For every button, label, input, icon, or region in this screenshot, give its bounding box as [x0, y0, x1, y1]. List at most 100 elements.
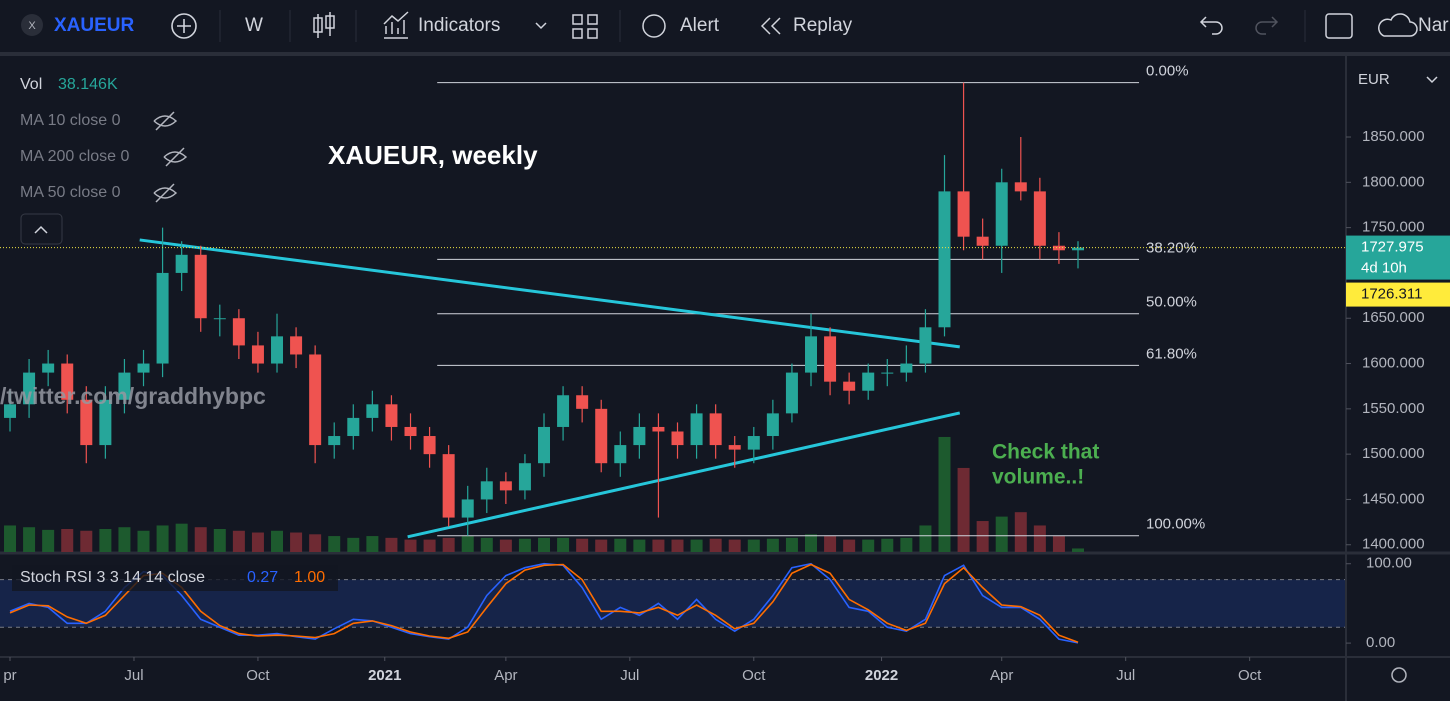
volume-bar — [99, 528, 112, 552]
volume-bar — [576, 538, 589, 552]
candle-body — [251, 345, 264, 364]
candle-body — [290, 336, 303, 355]
annotation: Check that — [992, 441, 1099, 464]
legend-vol-value: 38.146K — [58, 76, 118, 93]
volume-bar — [118, 527, 131, 552]
stoch-k-value: 0.27 — [247, 569, 278, 586]
candle-body — [785, 372, 798, 414]
redo[interactable] — [1255, 16, 1279, 35]
currency-dropdown[interactable] — [1426, 76, 1438, 84]
x-tick-label: Apr — [494, 667, 517, 684]
candle-body — [42, 363, 55, 373]
candle-body — [538, 426, 551, 464]
volume-bar — [785, 537, 798, 552]
chart-type[interactable] — [313, 12, 335, 38]
volume-bar — [1014, 512, 1027, 552]
x-tick-label: 2022 — [865, 667, 898, 684]
volume-bar — [80, 530, 93, 552]
volume-bar — [4, 525, 17, 552]
candle-body — [309, 354, 322, 446]
x-tick-label: Jul — [1116, 667, 1135, 684]
candle-body — [137, 363, 150, 373]
legend-ma: MA 50 close 0 — [20, 184, 121, 201]
candle-body — [404, 426, 417, 437]
volume-bar — [690, 539, 703, 552]
volume-bar — [862, 539, 875, 552]
candle-body — [728, 445, 741, 450]
y-tick-label: 1800.000 — [1362, 173, 1425, 190]
watermark: /twitter.com/graddhybpc — [0, 383, 266, 409]
hidden-icon[interactable] — [153, 111, 178, 131]
candle-body — [805, 336, 818, 373]
collapse-button[interactable] — [20, 213, 63, 245]
candle-body — [118, 372, 131, 400]
undo[interactable] — [1199, 16, 1223, 35]
last-price-box — [1346, 235, 1450, 280]
candle-body — [824, 336, 837, 382]
fullscreen[interactable] — [1325, 13, 1353, 39]
y-tick-label: 1600.000 — [1362, 355, 1425, 372]
volume-bar — [938, 436, 951, 552]
y-tick-label: 1450.000 — [1362, 490, 1425, 507]
candle-body — [194, 254, 207, 319]
x-tick-label: 2021 — [368, 667, 401, 684]
x-tick-label: Jul — [124, 667, 143, 684]
volume-bar — [137, 530, 150, 552]
candle-body — [595, 408, 608, 464]
indicators[interactable]: Indicators — [418, 15, 500, 36]
volume-bar — [23, 527, 36, 552]
y-tick-label: 1650.000 — [1362, 309, 1425, 326]
candle-body — [690, 413, 703, 446]
stoch-title: Stoch RSI 3 3 14 14 close — [20, 569, 205, 586]
candle-body — [347, 417, 360, 437]
currency[interactable]: EUR — [1358, 71, 1390, 88]
legend-ma: MA 10 close 0 — [20, 112, 121, 129]
account[interactable]: Nar — [1418, 15, 1449, 36]
volume-bar — [480, 537, 493, 552]
countdown: 4d 10h — [1361, 260, 1407, 277]
replay-icon — [760, 17, 781, 35]
alert[interactable]: Alert — [680, 15, 720, 36]
volume-bar — [290, 532, 303, 552]
y-tick-label: 1850.000 — [1362, 128, 1425, 145]
candle-body — [919, 327, 932, 364]
candle-body — [385, 404, 398, 427]
toolbar: X XAUEUR W Indicators Alert Replay Nar — [0, 10, 1450, 56]
x-tick-label: Jul — [620, 667, 639, 684]
settings[interactable] — [1391, 667, 1407, 683]
legend-bg — [12, 565, 338, 591]
layouts[interactable] — [572, 14, 598, 39]
candle-body — [900, 363, 913, 373]
candle-body — [480, 481, 493, 500]
volume-bar — [328, 536, 341, 552]
y-tick-label: 1750.000 — [1362, 219, 1425, 236]
candle-body — [976, 236, 989, 246]
add-symbol[interactable] — [171, 13, 197, 39]
marks: 0.00% 38.20% 50.00% 61.80% 100.00% 1400.000 14… — [0, 63, 1425, 684]
candle-body — [576, 395, 589, 409]
y-tick-label: 1550.000 — [1362, 400, 1425, 417]
symbol[interactable]: XAUEUR — [54, 15, 135, 36]
volume-bar — [595, 539, 608, 552]
dropdown[interactable] — [535, 22, 547, 30]
volume-bar — [824, 536, 837, 552]
volume-bar — [423, 539, 436, 552]
fib-label: 61.80% — [1146, 345, 1197, 362]
volume-bar — [538, 537, 551, 552]
candle-body — [423, 436, 436, 455]
volume-bar — [805, 534, 818, 552]
candle-body — [23, 372, 36, 405]
x-tick-label: Oct — [1238, 667, 1262, 684]
stoch-line — [9, 562, 1079, 644]
candle-body — [747, 436, 760, 450]
candle-body — [4, 404, 17, 418]
fib-label: 38.20% — [1146, 239, 1197, 256]
hidden-icon[interactable] — [163, 147, 188, 167]
volume-bar — [633, 539, 646, 552]
interval[interactable]: W — [245, 15, 263, 36]
hidden-icon[interactable] — [153, 183, 178, 203]
candle-body — [461, 499, 474, 518]
replay[interactable]: Replay — [793, 15, 853, 36]
candle-body — [328, 436, 341, 446]
candle-body — [709, 413, 722, 446]
